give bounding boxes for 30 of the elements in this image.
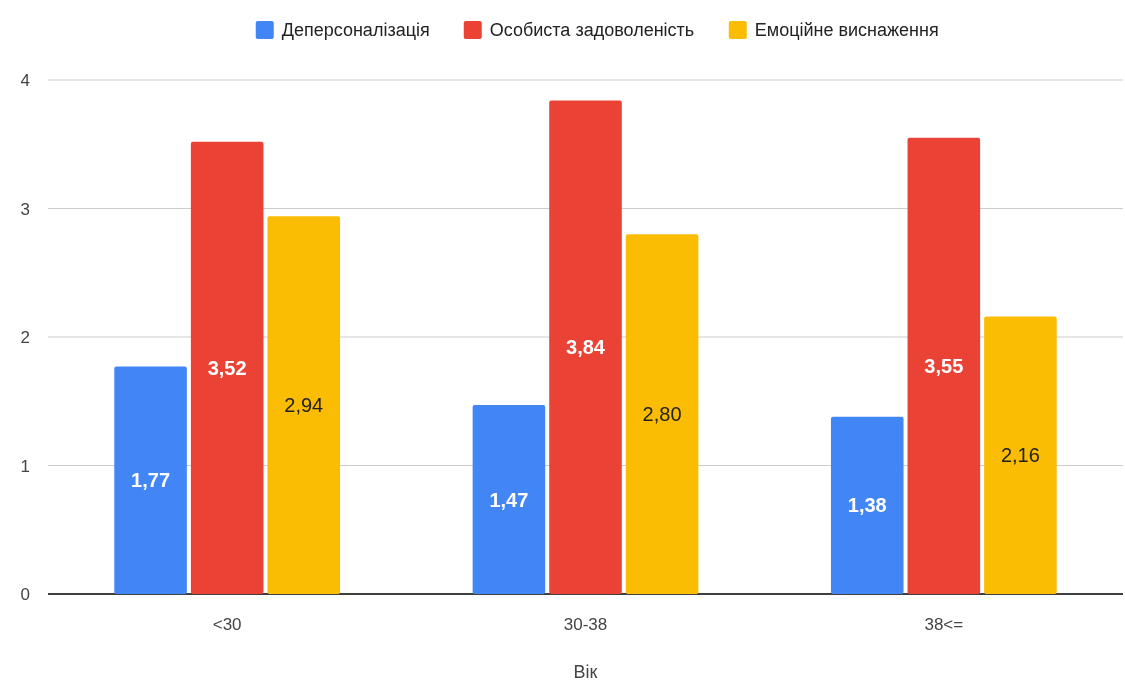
legend-label: Особиста задоволеність: [489, 20, 695, 40]
bar: [625, 234, 699, 594]
bar: [114, 366, 187, 594]
bar: [984, 316, 1057, 594]
x-tick-label: 30-38: [563, 615, 608, 634]
x-tick-label: <30: [212, 615, 242, 634]
y-tick-label: 1: [20, 456, 30, 476]
data-label: 2,80: [642, 403, 682, 426]
bar: [472, 405, 546, 594]
bar: [830, 416, 904, 594]
legend-label: Емоційне виснаження: [754, 20, 939, 40]
data-label: 3,84: [566, 336, 606, 359]
data-label: 2,16: [1000, 444, 1040, 467]
data-label: 3,52: [207, 356, 247, 379]
data-label: 1,77: [131, 469, 171, 492]
data-label: 1,38: [847, 494, 887, 517]
x-axis-title: Вік: [573, 662, 598, 682]
data-label: 3,55: [924, 354, 964, 377]
bar: [190, 141, 264, 594]
y-tick-label: 3: [20, 199, 30, 219]
y-tick-label: 4: [20, 71, 30, 90]
data-label: 1,47: [489, 488, 529, 511]
y-tick-label: 0: [20, 585, 30, 604]
bar: [907, 137, 981, 594]
data-label: 2,94: [284, 394, 324, 417]
bar: [267, 216, 341, 594]
legend-label: Деперсоналізація: [281, 20, 430, 40]
x-tick-label: 38<=: [924, 615, 964, 634]
y-tick-label: 2: [20, 328, 30, 347]
bar: [549, 100, 622, 594]
